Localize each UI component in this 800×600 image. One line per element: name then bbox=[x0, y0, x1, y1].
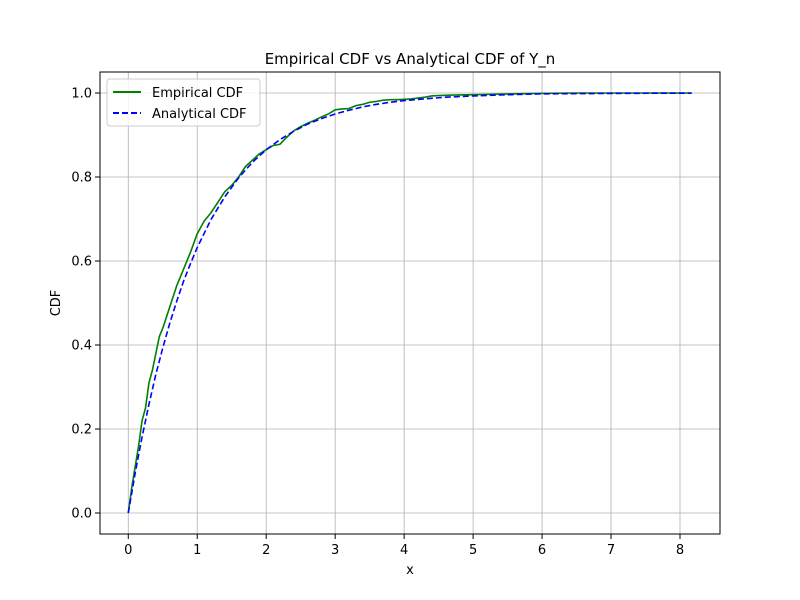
x-tick-label: 8 bbox=[676, 543, 684, 558]
y-tick-label: 0.4 bbox=[71, 339, 92, 354]
legend-box bbox=[106, 78, 261, 127]
x-tick-label: 1 bbox=[193, 543, 201, 558]
x-tick-label: 3 bbox=[331, 543, 339, 558]
x-tick-label: 5 bbox=[469, 543, 477, 558]
ticks bbox=[95, 92, 681, 539]
plot-frame bbox=[99, 71, 721, 535]
x-tick-label: 6 bbox=[538, 543, 546, 558]
y-tick-label: 0.8 bbox=[71, 171, 92, 186]
y-tick-label: 1.0 bbox=[71, 87, 92, 102]
chart-title: Empirical CDF vs Analytical CDF of Y_n bbox=[265, 50, 556, 69]
y-axis-label: CDF bbox=[49, 290, 64, 317]
series-line-analytical bbox=[127, 92, 692, 514]
legend-label-analytical: Analytical CDF bbox=[152, 107, 247, 122]
x-tick-label: 2 bbox=[262, 543, 270, 558]
tick-labels: 0 1 2 3 4 5 6 7 8 0.0 0.2 0.4 0.6 0.8 1.0 bbox=[71, 87, 684, 559]
y-tick-label: 0.2 bbox=[71, 423, 92, 438]
x-tick-label: 4 bbox=[400, 543, 408, 558]
x-tick-label: 7 bbox=[607, 543, 615, 558]
x-tick-label: 0 bbox=[124, 543, 132, 558]
y-tick-label: 0.6 bbox=[71, 255, 92, 270]
y-tick-label: 0.0 bbox=[71, 507, 92, 522]
series-layer bbox=[127, 92, 692, 514]
legend: Empirical CDF Analytical CDF bbox=[106, 78, 261, 127]
legend-label-empirical: Empirical CDF bbox=[152, 86, 243, 101]
plot-area bbox=[100, 72, 720, 534]
x-axis-label: x bbox=[406, 563, 414, 578]
